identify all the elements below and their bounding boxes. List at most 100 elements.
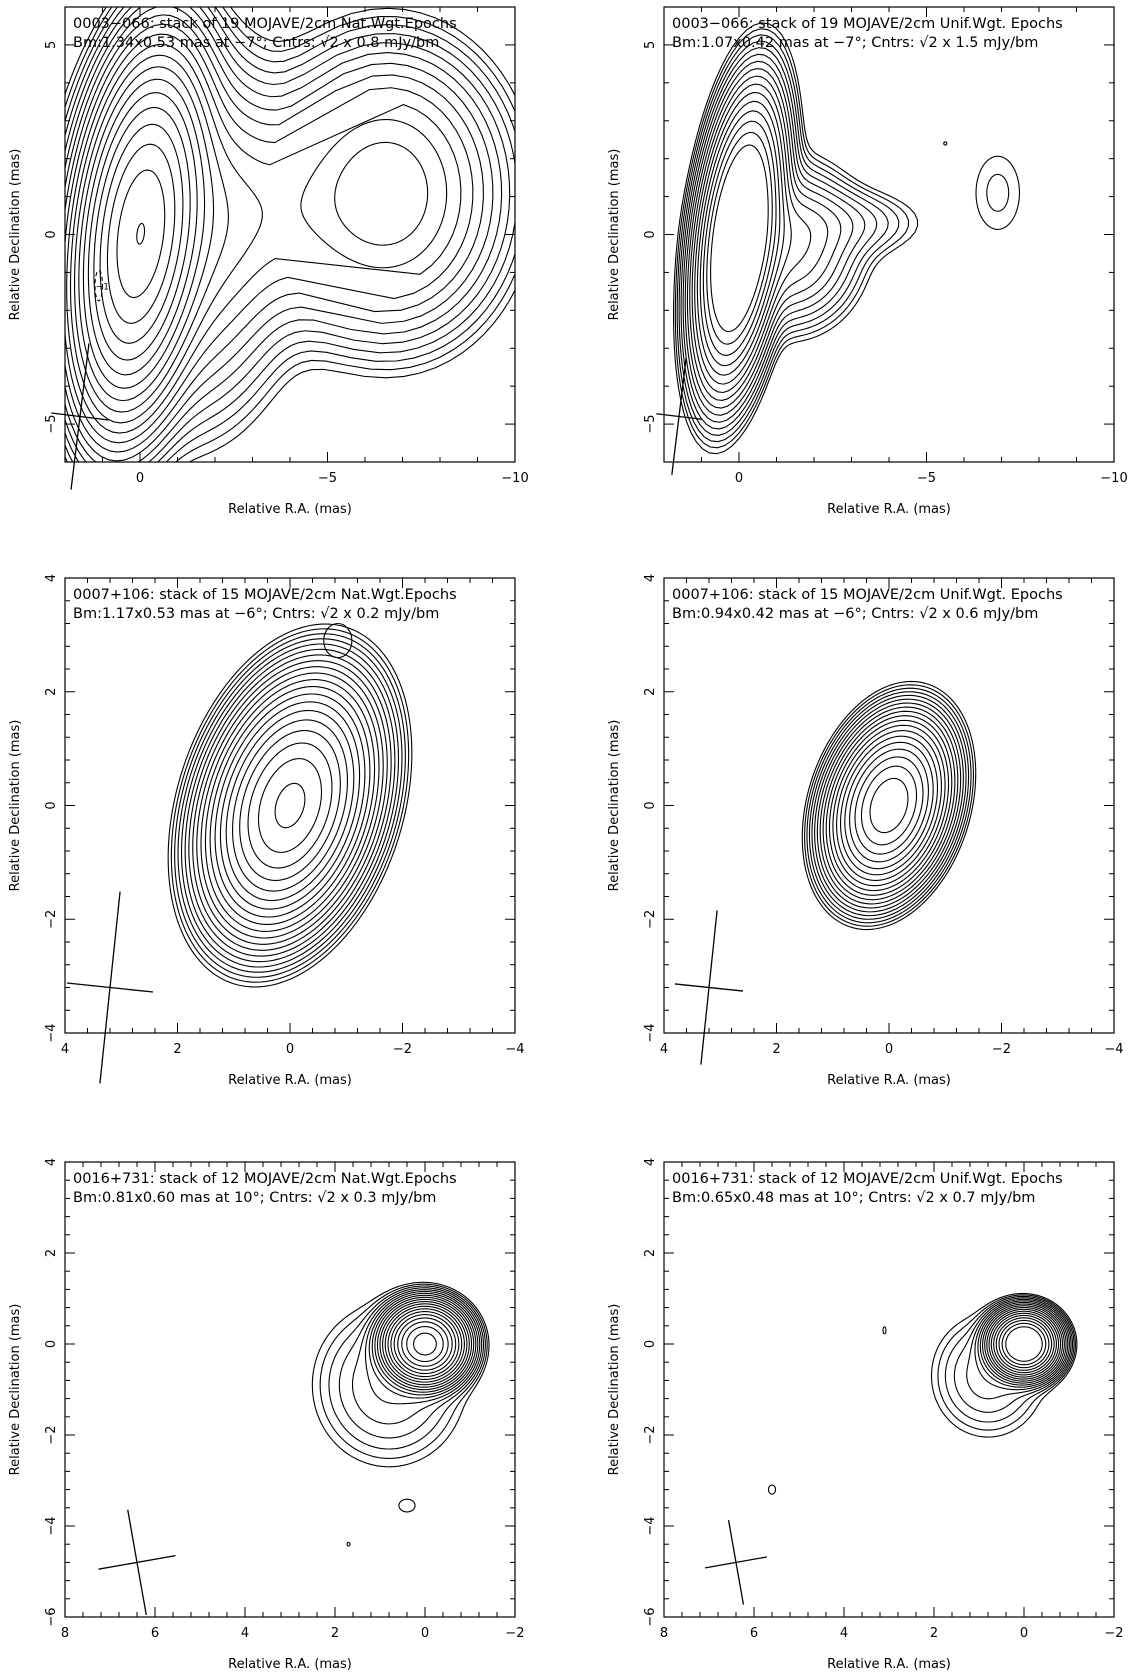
contour-level-10 xyxy=(984,1306,1064,1382)
contour-level-1 xyxy=(311,1281,490,1468)
contour-level-10 xyxy=(825,715,953,896)
contour-level-12 xyxy=(382,1303,468,1386)
contour-level-3 xyxy=(676,34,900,443)
contour-level-15 xyxy=(390,1311,460,1378)
isolated-contour xyxy=(767,1484,777,1495)
plot-frame xyxy=(663,6,1115,463)
contour-level-18 xyxy=(1005,1326,1043,1362)
contour-level-9 xyxy=(65,23,474,444)
contour-level-19 xyxy=(406,1325,444,1363)
contour-level-5 xyxy=(680,47,878,430)
panel-title: 0003−066: stack of 19 MOJAVE/2cm Unif.Wg… xyxy=(672,16,1063,32)
y-tick-label: −2 xyxy=(44,910,59,929)
beam-minor-axis xyxy=(66,982,154,993)
contour-level-11 xyxy=(694,91,792,385)
x-tick-label: 8 xyxy=(61,1626,69,1641)
x-tick-label: 4 xyxy=(660,1042,668,1057)
contour-level-2 xyxy=(804,684,974,927)
y-tick-label: −4 xyxy=(44,1023,59,1042)
contour-label: −1 xyxy=(96,283,109,293)
y-tick-label: 4 xyxy=(44,1158,59,1166)
contour-level-8 xyxy=(192,660,388,951)
x-tick-label: −2 xyxy=(1104,1626,1123,1641)
contour-level-6 xyxy=(184,648,396,963)
contour-level-7 xyxy=(65,7,494,462)
panel-subtitle: Bm:1.07x0.42 mas at −7°; Cntrs: √2 x 1.5… xyxy=(672,35,1038,51)
contour-level-12 xyxy=(988,1310,1060,1378)
contour-level-15 xyxy=(706,131,773,345)
contour-level-4 xyxy=(338,1287,485,1439)
x-tick-label: 4 xyxy=(61,1042,69,1057)
y-tick-label: −2 xyxy=(643,1425,658,1444)
contour-level-1 xyxy=(167,623,413,988)
contour-level-11 xyxy=(300,118,448,269)
x-tick-label: 0 xyxy=(421,1626,429,1641)
x-tick-label: −2 xyxy=(505,1626,524,1641)
x-tick-label: −5 xyxy=(318,471,337,486)
contour-level-12 xyxy=(74,54,229,413)
y-tick-label: 2 xyxy=(44,688,59,696)
contour-level-11 xyxy=(69,43,263,424)
x-tick-label: 8 xyxy=(660,1626,668,1641)
contour-map xyxy=(801,680,977,931)
contour-level-8 xyxy=(65,14,484,453)
axis-ticks xyxy=(64,1161,516,1618)
contour-level-12 xyxy=(696,100,785,376)
contour-level-12 xyxy=(334,141,429,246)
y-axis-label: Relative Declination (mas) xyxy=(8,149,23,321)
x-tick-label: −2 xyxy=(992,1042,1011,1057)
contour-level-4 xyxy=(953,1297,1074,1413)
x-tick-label: −4 xyxy=(1104,1042,1123,1057)
contour-level-5 xyxy=(180,643,400,968)
x-tick-label: 2 xyxy=(930,1626,938,1641)
plot-frame xyxy=(64,6,516,463)
y-axis-label: Relative Declination (mas) xyxy=(607,149,622,321)
y-axis-label: Relative Declination (mas) xyxy=(8,720,23,892)
contour-level-2 xyxy=(65,7,515,462)
contour-level-5 xyxy=(811,694,967,917)
contour-level-3 xyxy=(65,7,515,462)
y-tick-label: 4 xyxy=(44,574,59,582)
panel-2: 0 −5 −10 −5 0 5 Relative R.A. (mas) Relative De… xyxy=(607,6,1128,517)
contour-level-18 xyxy=(860,765,918,846)
contour-level-1 xyxy=(673,22,919,455)
contour-level-13 xyxy=(384,1305,465,1383)
contour-level-4 xyxy=(678,40,889,436)
contour-level-7 xyxy=(986,173,1010,212)
y-tick-label: −2 xyxy=(643,910,658,929)
x-axis-label: Relative R.A. (mas) xyxy=(228,1073,352,1088)
contour-level-16 xyxy=(232,719,348,892)
contour-level-9 xyxy=(982,1305,1065,1384)
y-tick-label: 0 xyxy=(44,230,59,238)
x-tick-label: −5 xyxy=(917,471,936,486)
contour-level-9 xyxy=(196,666,384,945)
panel-subtitle: Bm:0.94x0.42 mas at −6°; Cntrs: √2 x 0.6… xyxy=(672,606,1038,622)
contour-level-11 xyxy=(986,1308,1062,1380)
contour-level-8 xyxy=(819,706,959,905)
y-axis-label: Relative Declination (mas) xyxy=(607,720,622,892)
panel-6: 8 6 4 2 0 −2 −6 −4 −2 0 2 4 Relative R.A. (mas) Relat… xyxy=(607,1158,1124,1672)
contour-level-20 xyxy=(413,1332,437,1356)
panel-title: 0016+731: stack of 12 MOJAVE/2cm Unif.Wg… xyxy=(672,1171,1063,1187)
isolated-contour xyxy=(943,141,948,146)
x-tick-label: 0 xyxy=(136,471,144,486)
contour-level-14 xyxy=(702,120,777,357)
contour-level-17 xyxy=(397,1317,453,1371)
panel-subtitle: Bm:0.81x0.60 mas at 10°; Cntrs: √2 x 0.3… xyxy=(73,1190,436,1206)
contour-level-13 xyxy=(836,729,942,882)
contour-level-15 xyxy=(844,741,934,870)
contour-level-7 xyxy=(368,1292,479,1399)
axis-ticks xyxy=(663,6,1115,463)
isolated-contour xyxy=(882,1326,887,1335)
panel-3: 4 2 0 −2 −4 −4 −2 0 2 4 Relative R.A. (mas) Relativ… xyxy=(8,574,525,1088)
contour-level-6 xyxy=(975,155,1020,230)
contour-level-9 xyxy=(822,710,956,901)
x-axis-label: Relative R.A. (mas) xyxy=(228,1657,352,1672)
y-tick-label: 4 xyxy=(643,574,658,582)
contour-level-16 xyxy=(93,106,191,361)
isolated-contour xyxy=(323,622,353,659)
panel-subtitle: Bm:1.17x0.53 mas at −6°; Cntrs: √2 x 0.2… xyxy=(73,606,439,622)
panel-title: 0007+106: stack of 15 MOJAVE/2cm Nat.Wgt… xyxy=(73,587,457,603)
x-tick-label: −10 xyxy=(501,471,528,486)
